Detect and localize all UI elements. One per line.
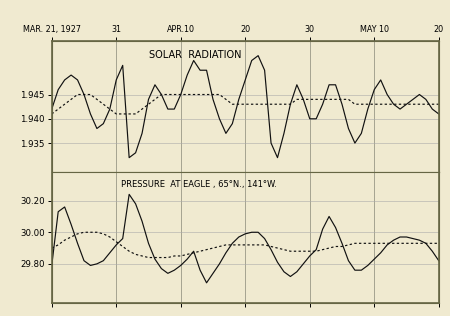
Text: SOLAR  RADIATION: SOLAR RADIATION [148,50,241,60]
Text: PRESSURE  AT EAGLE , 65°N., 141°W.: PRESSURE AT EAGLE , 65°N., 141°W. [121,180,277,189]
